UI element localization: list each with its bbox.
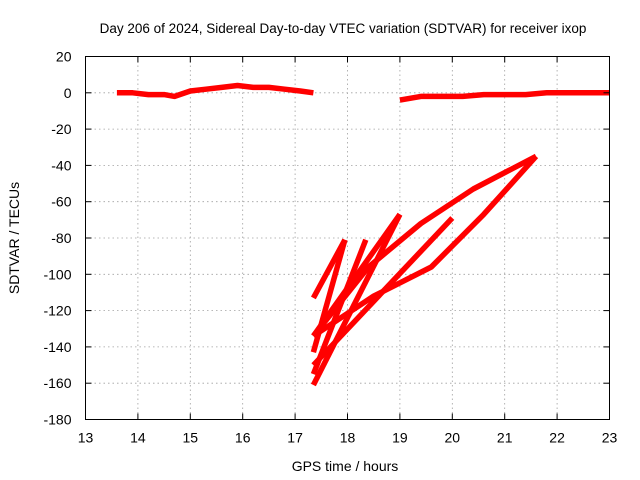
y-tick-label: -120 xyxy=(43,303,71,319)
y-tick-label: -20 xyxy=(51,121,71,137)
x-tick-label: 20 xyxy=(445,430,461,446)
x-tick-label: 13 xyxy=(78,430,94,446)
x-tick-label: 22 xyxy=(549,430,565,446)
x-tick-label: 14 xyxy=(130,430,146,446)
series-line xyxy=(116,82,314,100)
y-tick-label: -80 xyxy=(51,230,71,246)
series-layer xyxy=(116,82,610,387)
grid-layer xyxy=(85,56,610,420)
x-tick-label: 19 xyxy=(392,430,408,446)
y-tick-label: -160 xyxy=(43,375,71,391)
chart-title: Day 206 of 2024, Sidereal Day-to-day VTE… xyxy=(100,21,587,36)
x-tick-label: 15 xyxy=(183,430,199,446)
x-tick-label: 18 xyxy=(340,430,356,446)
y-tick-label: 20 xyxy=(56,49,72,65)
series-line xyxy=(310,213,403,387)
x-tick-label: 17 xyxy=(287,430,303,446)
series-line xyxy=(311,154,539,339)
x-tick-label: 23 xyxy=(602,430,618,446)
series-line xyxy=(311,153,538,338)
y-tick-label: -100 xyxy=(43,266,71,282)
series-line xyxy=(399,90,610,103)
y-axis-label: SDTVAR / TECUs xyxy=(6,182,22,294)
tick-layer: 13 14 15 16 17 18 19 20 21 22 23 -180 -160 -140 -120 -1… xyxy=(43,49,617,446)
y-tick-label: -180 xyxy=(43,412,71,428)
x-axis-label: GPS time / hours xyxy=(292,458,399,474)
y-tick-label: -40 xyxy=(51,157,71,173)
y-tick-label: -140 xyxy=(43,339,71,355)
x-tick-label: 21 xyxy=(497,430,513,446)
y-tick-label: 0 xyxy=(64,85,72,101)
x-tick-label: 16 xyxy=(235,430,251,446)
y-tick-label: -60 xyxy=(51,194,71,210)
